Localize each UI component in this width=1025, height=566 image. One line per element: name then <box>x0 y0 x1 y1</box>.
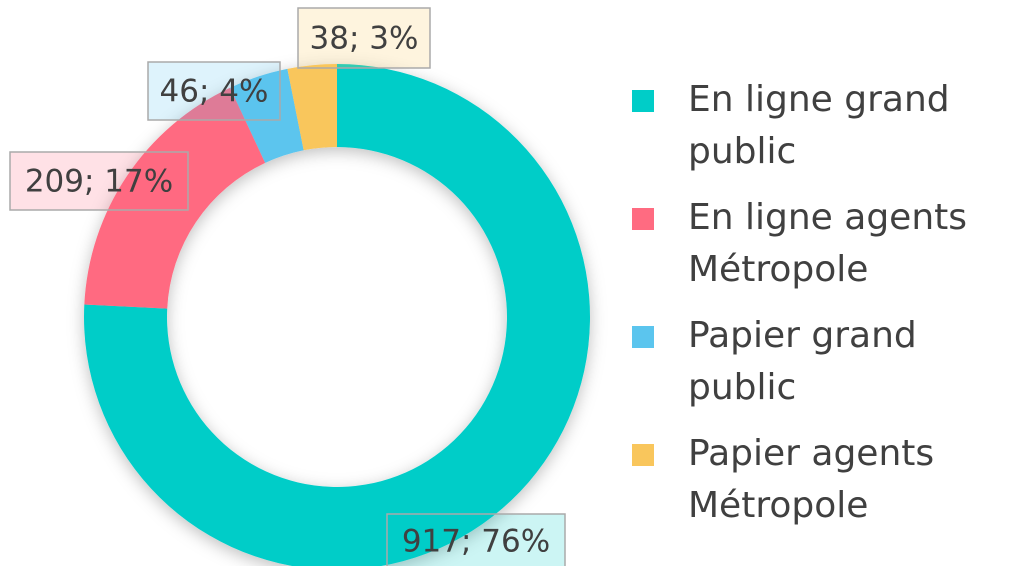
data-label-box <box>386 513 566 566</box>
data-label-text: 46; 4% <box>160 74 269 110</box>
legend-label: En ligne grand public <box>688 79 950 172</box>
legend-swatch <box>632 326 654 348</box>
donut-segment <box>230 68 304 163</box>
legend-label: En ligne agents Métropole <box>688 197 968 290</box>
data-label-text: 38; 3% <box>310 21 419 57</box>
data-label-text: 209; 17% <box>25 164 173 200</box>
legend-label: Papier grand public <box>688 315 917 408</box>
donut-segment <box>287 64 337 151</box>
data-label-text: 917; 76% <box>402 524 550 560</box>
donut-segment <box>84 64 590 566</box>
legend-swatch <box>632 444 654 466</box>
legend-swatch <box>632 90 654 112</box>
donut <box>84 64 590 566</box>
data-label: 209; 17% <box>9 151 189 211</box>
data-label: 917; 76% <box>386 513 566 566</box>
data-label-box <box>147 61 281 121</box>
data-label: 46; 4% <box>147 61 281 121</box>
data-label-box <box>9 151 189 211</box>
legend-item: Papier grand public <box>632 310 1022 414</box>
legend-item: Papier agents Métropole <box>632 428 1022 532</box>
data-label: 38; 3% <box>297 7 431 69</box>
legend-item: En ligne agents Métropole <box>632 192 1022 296</box>
legend-label: Papier agents Métropole <box>688 433 935 526</box>
data-label-box <box>297 7 431 69</box>
legend-item: En ligne grand public <box>632 74 1022 178</box>
donut-segment <box>84 87 266 309</box>
legend-swatch <box>632 208 654 230</box>
